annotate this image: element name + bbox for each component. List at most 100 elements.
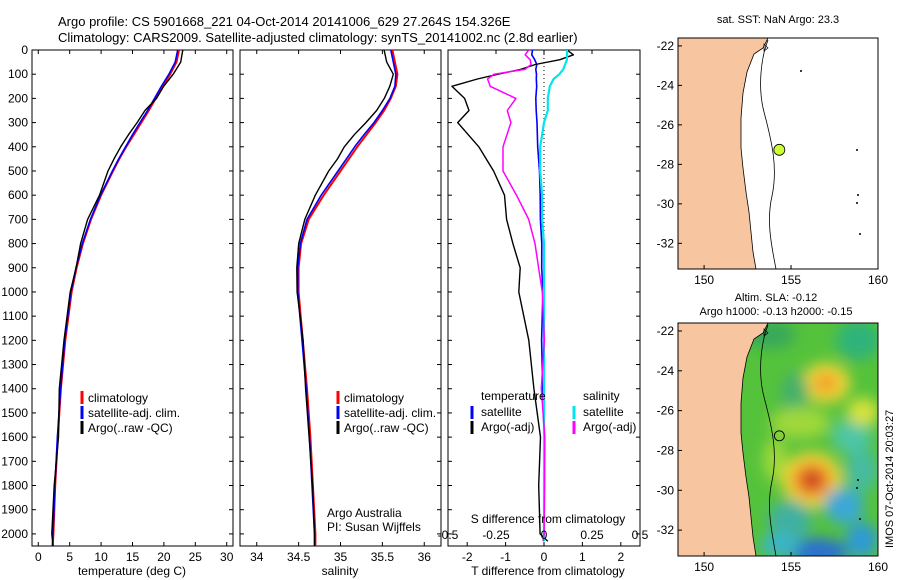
argo-profile-line <box>51 50 184 546</box>
x-tick-label: 34.5 <box>287 550 311 564</box>
sst-map-title: sat. SST: NaN Argo: 23.3 <box>717 14 839 26</box>
legend-label-climatology: climatology <box>88 391 148 405</box>
lat-tick-label: -24 <box>657 78 675 92</box>
t-difference-axis-label: T difference from climatology <box>471 564 625 578</box>
depth-tick-label: 700 <box>8 212 28 226</box>
legend-label-s-satellite: satellite <box>583 405 624 419</box>
s-difference-axis-label: S difference from climatology <box>471 512 626 526</box>
depth-tick-label: 900 <box>8 261 28 275</box>
depth-tick-label: 1300 <box>1 358 28 372</box>
legend-title-temperature: temperature <box>481 389 546 403</box>
difference-legend: temperature salinity satellite Argo(-adj… <box>470 389 636 434</box>
bathymetry-contour <box>760 39 777 269</box>
legend-label-satellite: satellite-adj. clim. <box>344 406 436 420</box>
island-dot <box>800 70 802 72</box>
depth-tick-label: 1600 <box>1 430 28 444</box>
temperature-panel <box>31 49 234 547</box>
x-tick-label: 30 <box>220 550 234 564</box>
lon-tick-label: 150 <box>694 560 714 574</box>
depth-tick-label: 400 <box>8 140 28 154</box>
credit-pi: PI: Susan Wijffels <box>327 520 421 534</box>
axes-ticks: 0 5 10 15 20 25 30 34 34.5 35 35.5 3601002003004005… <box>1 43 648 564</box>
island-dot <box>859 233 861 235</box>
australia-coastline <box>678 38 769 269</box>
temperature-profiles <box>51 50 184 546</box>
lat-tick-label: -32 <box>657 523 675 537</box>
depth-tick-label: 1900 <box>1 503 28 517</box>
x-tick-label: -2 <box>462 550 473 564</box>
lat-tick-label: -28 <box>657 443 675 457</box>
x-tick-label: 1 <box>579 550 586 564</box>
s-tick-label: -0.5 <box>438 528 459 542</box>
argo-float-marker[interactable] <box>773 143 786 156</box>
island-dot <box>856 202 858 204</box>
temperature-axis-label: temperature (deg C) <box>78 564 186 578</box>
x-tick-label: 5 <box>66 550 73 564</box>
sla-map-title-line2: Argo h1000: -0.13 h2000: -0.15 <box>700 306 853 318</box>
legend-label-argo: Argo(..raw -QC) <box>344 421 429 435</box>
s-tick-label: -0.25 <box>482 528 510 542</box>
island-dot <box>856 487 858 489</box>
x-tick-label: 0 <box>541 550 548 564</box>
x-tick-label: 25 <box>189 550 203 564</box>
bathymetry-contour <box>760 324 777 556</box>
sla-map-frame <box>677 322 879 557</box>
sla-map-axes: 150 155 160 -22 -24 -26 -28 -30 -32 <box>657 324 889 574</box>
argo-float-marker[interactable] <box>773 430 785 442</box>
salinity-legend: climatology satellite-adj. clim. Argo(..… <box>336 391 436 435</box>
legend-label-t-argo: Argo(-adj) <box>481 420 534 434</box>
lat-tick-label: -26 <box>657 404 675 418</box>
australia-coastline <box>678 323 769 556</box>
lon-tick-label: 160 <box>868 273 888 287</box>
salinity-argo-diff-line <box>486 50 546 542</box>
lat-tick-label: -22 <box>657 39 675 53</box>
lat-tick-label: -32 <box>657 236 675 250</box>
legend-label-s-argo: Argo(-adj) <box>583 420 636 434</box>
figure-title-line2: Climatology: CARS2009. Satellite-adjuste… <box>58 30 578 45</box>
x-tick-label: 10 <box>94 550 108 564</box>
s-tick-label: 0.5 <box>632 528 649 542</box>
depth-tick-label: 2000 <box>1 527 28 541</box>
depth-tick-label: 1400 <box>1 382 28 396</box>
lat-tick-label: -30 <box>657 197 675 211</box>
depth-tick-label: 1000 <box>1 285 28 299</box>
legend-label-climatology: climatology <box>344 391 404 405</box>
s-tick-label: 0.25 <box>580 528 604 542</box>
sla-map <box>678 323 878 556</box>
x-tick-label: 34 <box>250 550 264 564</box>
depth-tick-label: 800 <box>8 237 28 251</box>
lat-tick-label: -30 <box>657 483 675 497</box>
salinity-panel <box>239 49 442 547</box>
depth-tick-label: 500 <box>8 164 28 178</box>
sla-field <box>744 323 878 556</box>
sla-map-title-line1: Altim. SLA: -0.12 <box>735 292 818 304</box>
lon-tick-label: 155 <box>781 273 801 287</box>
x-tick-label: -1 <box>500 550 511 564</box>
x-tick-label: 36 <box>418 550 432 564</box>
x-tick-label: 15 <box>126 550 140 564</box>
lon-tick-label: 155 <box>781 560 801 574</box>
legend-label-argo: Argo(..raw -QC) <box>88 421 173 435</box>
reef-outline <box>763 43 769 52</box>
depth-tick-label: 600 <box>8 188 28 202</box>
depth-tick-label: 100 <box>8 67 28 81</box>
x-tick-label: 0 <box>35 550 42 564</box>
island-dot <box>857 479 859 481</box>
s-tick-label: 0 <box>541 528 548 542</box>
climatology-line <box>297 50 399 546</box>
island-dot <box>859 518 861 520</box>
depth-tick-label: 1200 <box>1 333 28 347</box>
salinity-axis-label: salinity <box>322 564 359 578</box>
legend-label-t-satellite: satellite <box>481 405 522 419</box>
depth-tick-label: 1100 <box>2 309 28 323</box>
lat-tick-label: -22 <box>657 324 675 338</box>
depth-tick-label: 200 <box>8 91 28 105</box>
difference-profiles <box>451 50 575 546</box>
temperature-argo-diff-line <box>451 50 575 542</box>
sst-map-axes: 150 155 160 -22 -24 -26 -28 -30 -32 <box>657 39 889 287</box>
depth-tick-label: 1500 <box>1 406 28 420</box>
figure-title-line1: Argo profile: CS 5901668_221 04-Oct-2014… <box>58 14 511 29</box>
x-tick-label: 35.5 <box>371 550 395 564</box>
lon-tick-label: 150 <box>694 273 714 287</box>
